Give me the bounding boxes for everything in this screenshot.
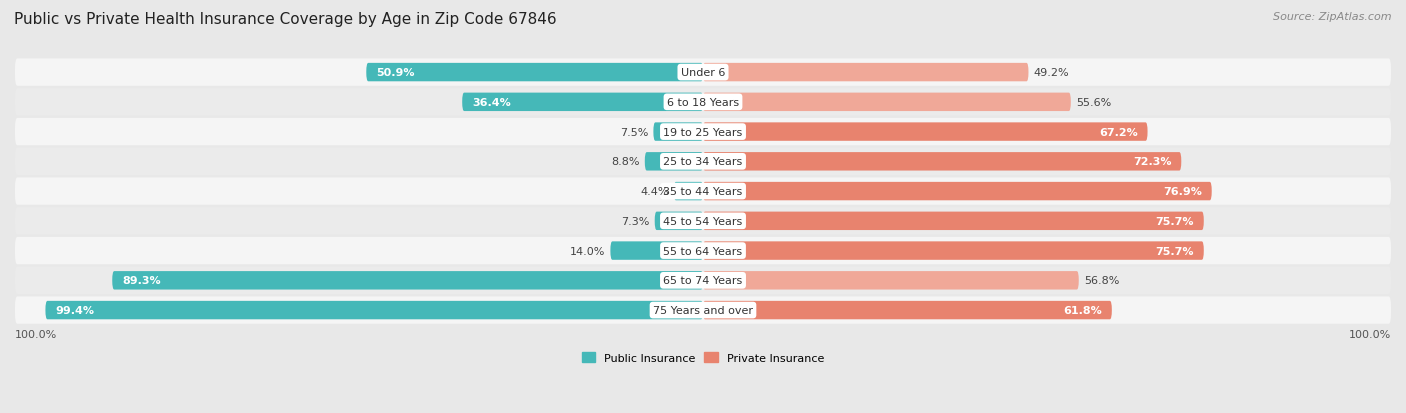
FancyBboxPatch shape [15,119,1391,146]
Text: 35 to 44 Years: 35 to 44 Years [664,187,742,197]
FancyBboxPatch shape [645,153,703,171]
FancyBboxPatch shape [463,93,703,112]
FancyBboxPatch shape [673,183,703,201]
FancyBboxPatch shape [703,242,1204,260]
FancyBboxPatch shape [15,59,1391,87]
Text: 45 to 54 Years: 45 to 54 Years [664,216,742,226]
Text: Public vs Private Health Insurance Coverage by Age in Zip Code 67846: Public vs Private Health Insurance Cover… [14,12,557,27]
Text: 55.6%: 55.6% [1076,97,1111,107]
Text: 61.8%: 61.8% [1063,305,1102,315]
Text: 56.8%: 56.8% [1084,275,1119,286]
FancyBboxPatch shape [15,297,1391,324]
FancyBboxPatch shape [15,237,1391,265]
FancyBboxPatch shape [703,271,1078,290]
Text: 72.3%: 72.3% [1133,157,1171,167]
Text: 7.5%: 7.5% [620,127,648,137]
Text: 6 to 18 Years: 6 to 18 Years [666,97,740,107]
Text: 99.4%: 99.4% [55,305,94,315]
Legend: Public Insurance, Private Insurance: Public Insurance, Private Insurance [578,348,828,368]
FancyBboxPatch shape [367,64,703,82]
Text: 49.2%: 49.2% [1033,68,1070,78]
Text: 100.0%: 100.0% [1348,329,1391,339]
FancyBboxPatch shape [703,93,1071,112]
Text: 14.0%: 14.0% [569,246,605,256]
FancyBboxPatch shape [703,183,1212,201]
Text: 50.9%: 50.9% [377,68,415,78]
FancyBboxPatch shape [15,148,1391,176]
FancyBboxPatch shape [703,123,1147,142]
Text: 67.2%: 67.2% [1099,127,1137,137]
Text: Source: ZipAtlas.com: Source: ZipAtlas.com [1274,12,1392,22]
Text: 55 to 64 Years: 55 to 64 Years [664,246,742,256]
FancyBboxPatch shape [15,89,1391,116]
FancyBboxPatch shape [45,301,703,320]
Text: 36.4%: 36.4% [472,97,510,107]
Text: 65 to 74 Years: 65 to 74 Years [664,275,742,286]
Text: 89.3%: 89.3% [122,275,160,286]
FancyBboxPatch shape [703,301,1112,320]
FancyBboxPatch shape [654,123,703,142]
Text: Under 6: Under 6 [681,68,725,78]
Text: 7.3%: 7.3% [621,216,650,226]
Text: 8.8%: 8.8% [612,157,640,167]
Text: 75.7%: 75.7% [1156,246,1194,256]
Text: 76.9%: 76.9% [1163,187,1202,197]
FancyBboxPatch shape [15,178,1391,205]
FancyBboxPatch shape [610,242,703,260]
Text: 19 to 25 Years: 19 to 25 Years [664,127,742,137]
Text: 25 to 34 Years: 25 to 34 Years [664,157,742,167]
FancyBboxPatch shape [703,64,1028,82]
FancyBboxPatch shape [703,212,1204,230]
FancyBboxPatch shape [15,208,1391,235]
Text: 100.0%: 100.0% [15,329,58,339]
FancyBboxPatch shape [15,267,1391,294]
FancyBboxPatch shape [112,271,703,290]
FancyBboxPatch shape [655,212,703,230]
Text: 4.4%: 4.4% [640,187,669,197]
Text: 75.7%: 75.7% [1156,216,1194,226]
FancyBboxPatch shape [703,153,1181,171]
Text: 75 Years and over: 75 Years and over [652,305,754,315]
